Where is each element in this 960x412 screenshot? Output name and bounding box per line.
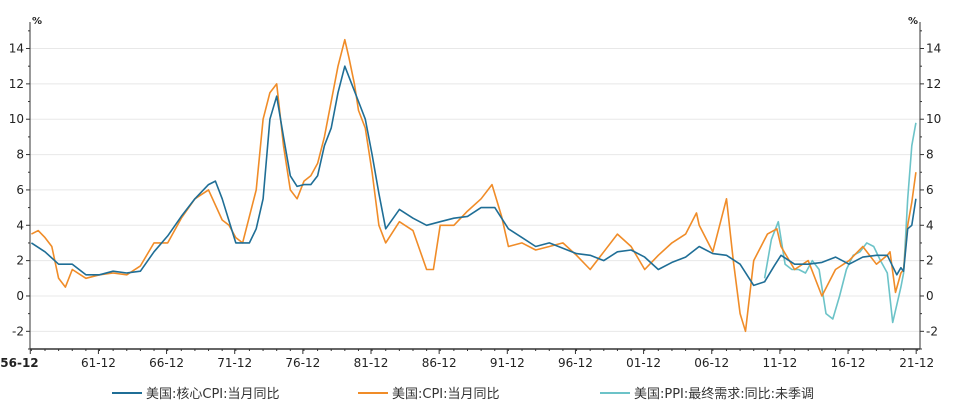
y-ticks: -2 -2 0 0 2 2 4 4 6 6 8 8 10 10 12 12 14 14 <box>9 30 941 350</box>
x-tick-label: 96-12 <box>558 356 593 370</box>
y-tick-label-right: 0 <box>926 289 934 303</box>
x-tick-label: 86-12 <box>422 356 457 370</box>
series-line-3 <box>763 122 917 324</box>
x-tick-label: 21-12 <box>899 356 934 370</box>
y-tick-label-left: 2 <box>16 254 24 268</box>
y-tick-label-right: 6 <box>926 183 934 197</box>
y-tick-label-right: 4 <box>926 218 934 232</box>
y-tick-label-left: 10 <box>9 112 24 126</box>
x-tick-label: 81-12 <box>354 356 389 370</box>
y-unit-left: % <box>32 16 42 27</box>
y-tick-label-left: 14 <box>9 42 24 56</box>
x-tick-label: 76-12 <box>285 356 320 370</box>
y-tick-label-left: -2 <box>12 324 24 338</box>
x-ticks: 56-12 61-12 66-12 71-12 76-12 81-12 86-12 91-12… <box>0 349 934 370</box>
x-tick-label: 61-12 <box>81 356 116 370</box>
x-tick-label: 56-12 <box>0 356 38 370</box>
x-tick-label: 91-12 <box>490 356 525 370</box>
y-tick-label-left: 8 <box>16 148 24 162</box>
y-tick-label-right: 12 <box>926 77 941 91</box>
y-tick-label-right: 2 <box>926 254 934 268</box>
y-unit-right: % <box>908 16 918 27</box>
x-tick-label: 06-12 <box>694 356 729 370</box>
legend-label: 美国:PPI:最终需求:同比:未季调 <box>634 386 814 402</box>
gridlines <box>30 48 920 332</box>
y-tick-label-right: -2 <box>926 324 938 338</box>
x-tick-label: 66-12 <box>149 356 184 370</box>
x-tick-label: 01-12 <box>626 356 661 370</box>
y-tick-label-left: 0 <box>16 289 24 303</box>
legend-label: 美国:核心CPI:当月同比 <box>146 387 280 402</box>
y-tick-label-right: 10 <box>926 112 941 126</box>
series-line-2 <box>31 38 917 333</box>
y-tick-label-left: 4 <box>16 218 24 232</box>
series-line-1 <box>30 65 917 287</box>
y-tick-label-right: 8 <box>926 148 934 162</box>
x-tick-label: 71-12 <box>217 356 252 370</box>
series-lines <box>30 38 917 333</box>
x-tick-label: 16-12 <box>831 356 866 370</box>
legend: 美国:核心CPI:当月同比 美国:CPI:当月同比 美国:PPI:最终需求:同比:未… <box>112 386 814 402</box>
y-tick-label-right: 14 <box>926 42 941 56</box>
y-tick-label-left: 6 <box>16 183 24 197</box>
legend-label: 美国:CPI:当月同比 <box>392 387 500 402</box>
x-tick-label: 11-12 <box>762 356 797 370</box>
y-tick-label-left: 12 <box>9 77 24 91</box>
